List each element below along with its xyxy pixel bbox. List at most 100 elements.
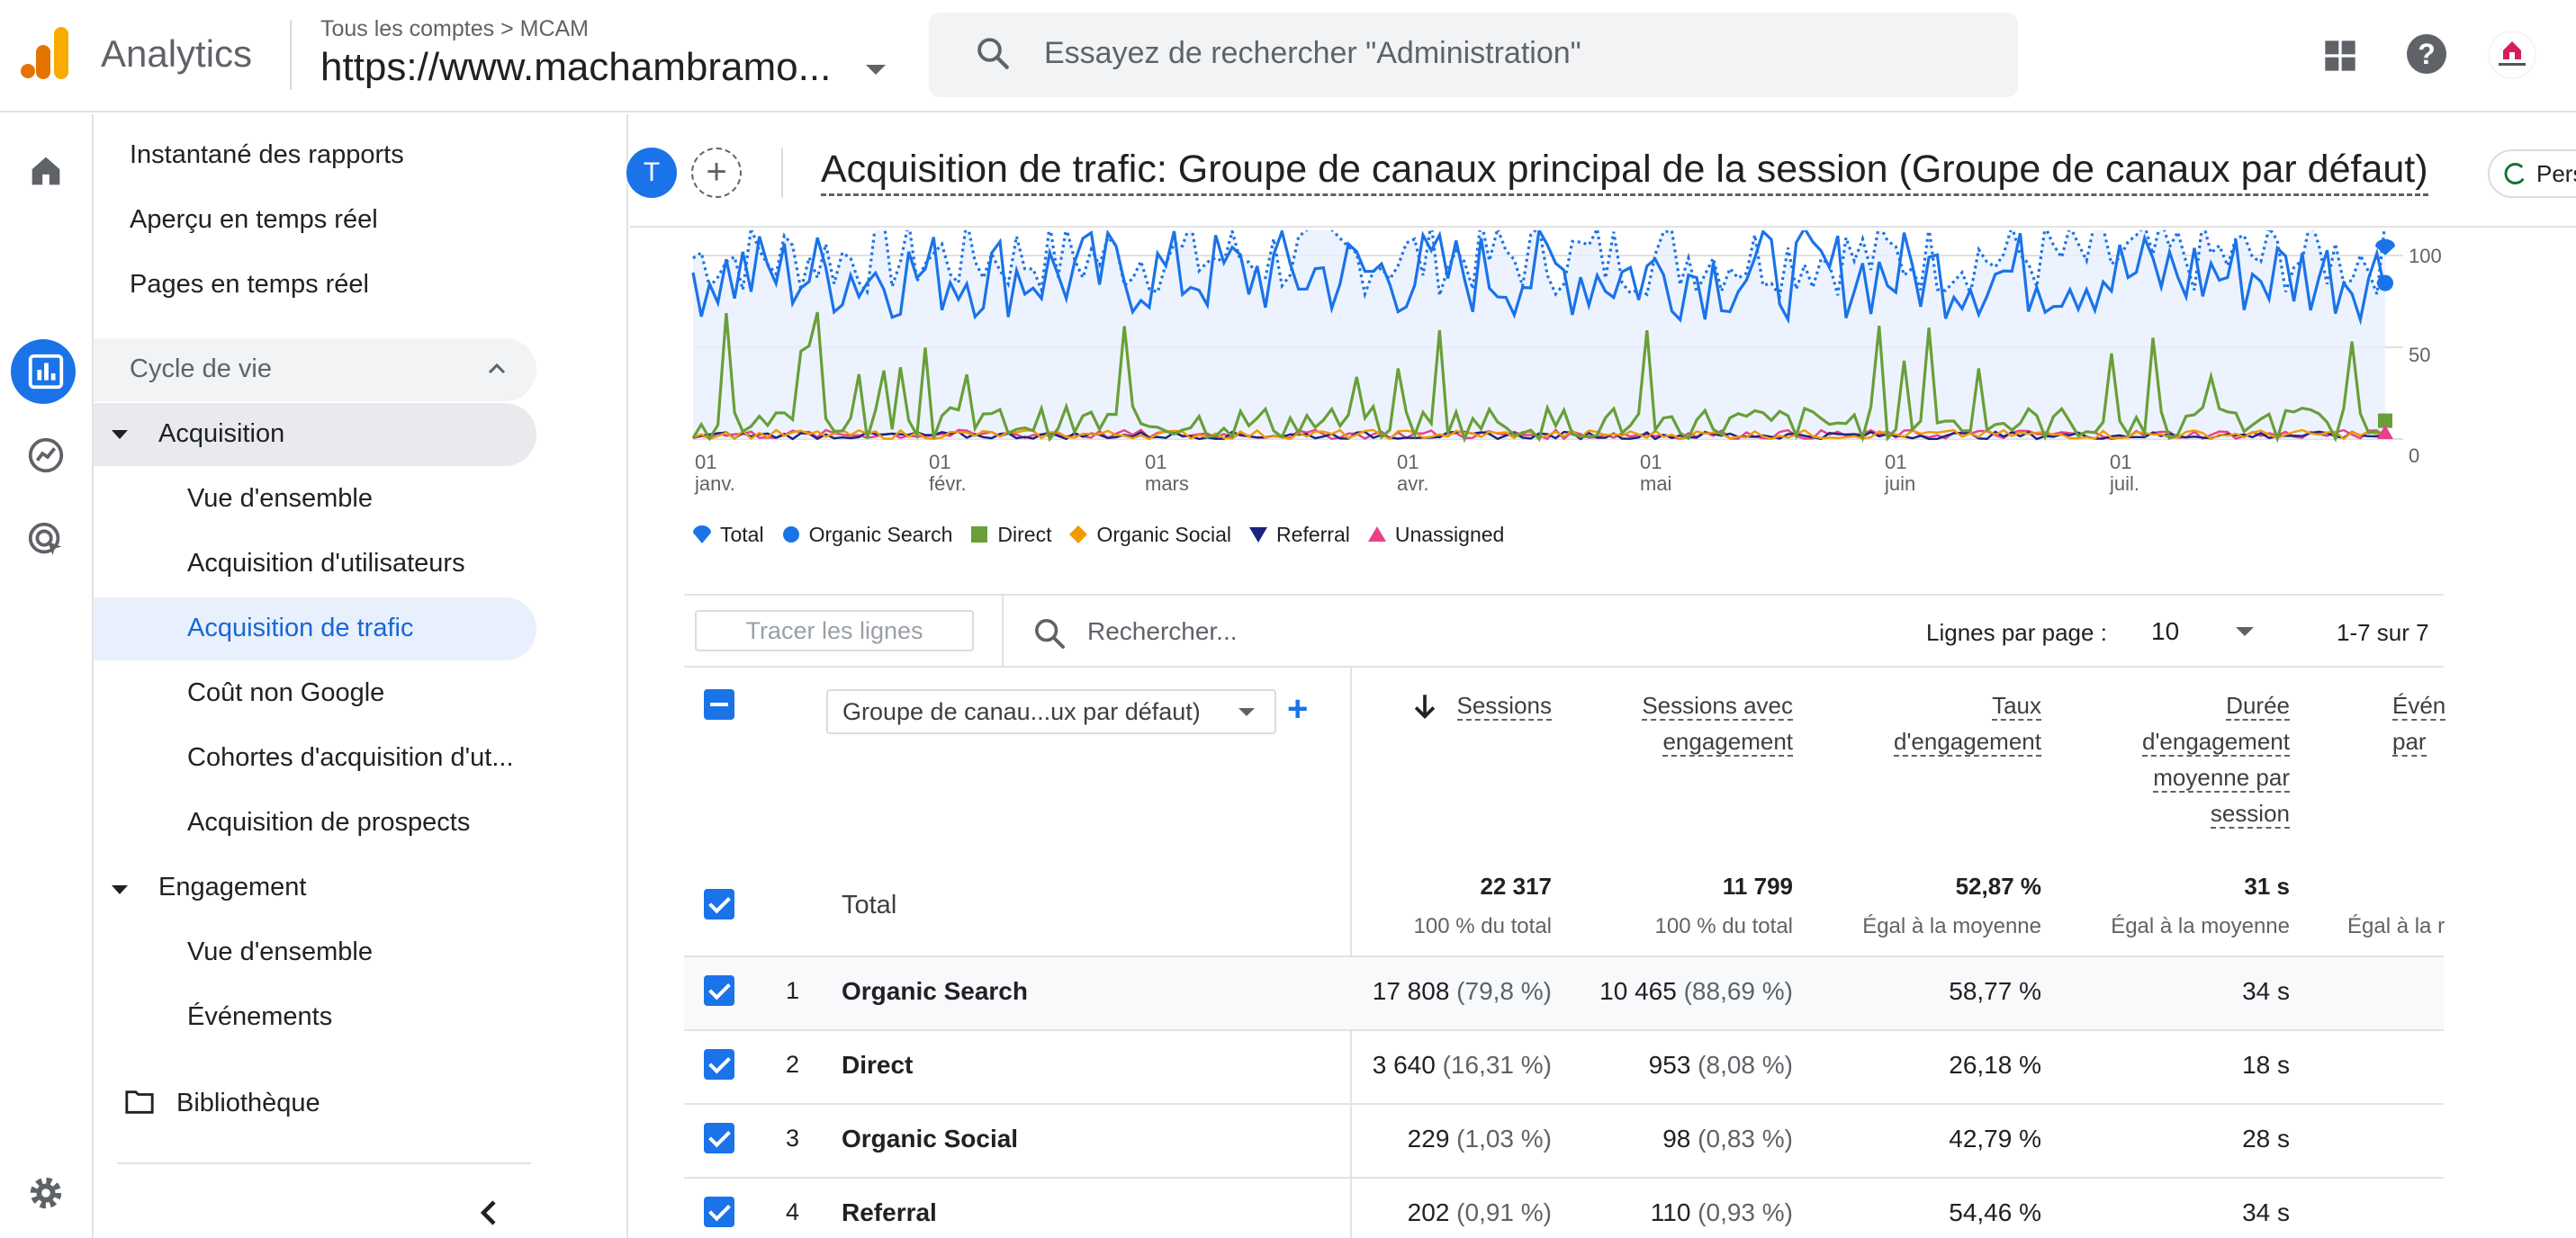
caret-down-icon[interactable] <box>112 885 128 894</box>
row-channel-name[interactable]: Organic Search <box>842 977 1028 1005</box>
nav-item-realtime-overview[interactable]: Aperçu en temps réel <box>130 205 378 234</box>
nav-section-acquisition[interactable] <box>94 403 536 466</box>
column-header-label[interactable]: Sessions <box>1456 692 1552 721</box>
direct-end-marker[interactable] <box>2378 413 2392 428</box>
plot-rows-button[interactable]: Tracer les lignes <box>695 610 974 651</box>
explore-icon[interactable] <box>25 435 67 476</box>
nav-item-non-google-cost[interactable]: Coût non Google <box>187 678 385 707</box>
column-header-label[interactable]: session <box>2210 800 2290 829</box>
customize-report-button[interactable]: Perso <box>2488 149 2576 198</box>
column-header-label[interactable]: moyenne par <box>2153 764 2290 793</box>
cell-sessions-pct: (16,31 %) <box>1442 1051 1552 1079</box>
cell-engaged-pct: (0,83 %) <box>1698 1125 1793 1153</box>
chevron-down-icon[interactable] <box>1238 708 1255 716</box>
chevron-up-icon[interactable] <box>486 360 508 376</box>
nav-item-lead-acquisition[interactable]: Acquisition de prospects <box>187 808 471 837</box>
cell-engaged-pct: (8,08 %) <box>1698 1051 1793 1079</box>
comparison-avatar[interactable]: T <box>626 148 677 198</box>
column-header-avg-engagement-time[interactable]: Durée d'engagement moyenne par session <box>2142 687 2290 831</box>
unassigned-end-marker[interactable] <box>2377 425 2393 439</box>
settings-icon[interactable] <box>25 1172 67 1214</box>
apps-icon[interactable] <box>2322 38 2358 74</box>
column-header-engagement-rate[interactable]: Taux d'engagement <box>1894 687 2041 759</box>
page-title[interactable]: Acquisition de trafic: Groupe de canaux … <box>821 148 2428 196</box>
cell-engagement-rate: 26,18 % <box>1949 1051 2041 1079</box>
legend-item[interactable]: Referral <box>1247 523 1350 547</box>
organic-search-end-marker[interactable] <box>2377 274 2393 292</box>
cell-engaged-pct: (0,93 %) <box>1698 1198 1793 1226</box>
nav-item-acquisition-cohorts[interactable]: Cohortes d'acquisition d'ut... <box>187 743 514 772</box>
row-checkbox[interactable] <box>704 1049 734 1080</box>
row-channel-name[interactable]: Organic Social <box>842 1125 1019 1153</box>
search-input[interactable] <box>929 13 2018 97</box>
nav-item-engagement-overview[interactable]: Vue d'ensemble <box>187 937 373 966</box>
series-line-organic-search[interactable] <box>691 230 2387 326</box>
legend-item[interactable]: Total <box>691 523 764 547</box>
series-line-direct[interactable] <box>691 311 2386 444</box>
column-header-label[interactable]: Taux <box>1992 692 2041 721</box>
nav-section-lifecycle[interactable] <box>94 338 536 401</box>
nav-acquisition-label[interactable]: Acquisition <box>158 419 285 448</box>
nav-lifecycle-label[interactable]: Cycle de vie <box>130 354 272 383</box>
total-engaged-sub: 100 % du total <box>1654 914 1793 938</box>
column-header-label[interactable]: Durée <box>2226 692 2290 721</box>
search-placeholder[interactable]: Essayez de rechercher "Administration" <box>1044 36 1581 70</box>
property-selector[interactable]: https://www.machambramo... <box>320 45 832 89</box>
chevron-down-icon[interactable] <box>2236 627 2254 636</box>
reports-icon[interactable] <box>25 351 67 392</box>
row-number: 4 <box>785 1198 799 1225</box>
rows-per-page-label: Lignes par page : <box>1926 619 2107 646</box>
row-checkbox[interactable] <box>704 1197 734 1227</box>
nav-item-snapshot[interactable]: Instantané des rapports <box>130 140 404 169</box>
column-header-engaged-sessions[interactable]: Sessions avec engagement <box>1642 687 1793 759</box>
column-header-events-per-session[interactable]: Évén par <box>2392 687 2446 759</box>
account-avatar[interactable] <box>2488 31 2536 79</box>
legend-item[interactable]: Organic Search <box>780 523 952 547</box>
dimension-selector[interactable]: Groupe de canau...ux par défaut) <box>826 689 1276 734</box>
x-tick-label: 01 avr. <box>1397 451 1429 495</box>
nav-item-traffic-acquisition[interactable]: Acquisition de trafic <box>187 614 414 642</box>
column-header-label[interactable]: engagement <box>1662 728 1793 757</box>
column-header-label[interactable]: Évén <box>2392 692 2446 721</box>
nav-item-realtime-pages[interactable]: Pages en temps réel <box>130 270 369 299</box>
legend-item[interactable]: Unassigned <box>1366 523 1504 547</box>
caret-down-icon[interactable] <box>112 430 128 439</box>
account-breadcrumb[interactable]: Tous les comptes > MCAM <box>320 16 590 41</box>
analytics-logo-icon[interactable] <box>20 27 70 81</box>
column-header-sessions[interactable]: Sessions <box>1456 687 1552 723</box>
advertising-icon[interactable] <box>25 519 67 561</box>
row-checkbox[interactable] <box>704 1123 734 1153</box>
column-header-label[interactable]: par <box>2392 728 2427 757</box>
column-header-label[interactable]: Sessions avec <box>1642 692 1793 721</box>
legend-item[interactable]: Organic Social <box>1067 523 1231 547</box>
row-checkbox[interactable] <box>704 975 734 1006</box>
legend-item[interactable]: Direct <box>968 523 1051 547</box>
nav-engagement-label[interactable]: Engagement <box>158 873 307 902</box>
sort-descending-icon[interactable] <box>1411 691 1438 722</box>
column-header-label[interactable]: d'engagement <box>1894 728 2041 757</box>
cell-avg-engagement-time: 28 s <box>2242 1125 2290 1153</box>
cell-sessions-pct: (1,03 %) <box>1456 1125 1552 1153</box>
table-search-input[interactable]: Rechercher... <box>1087 617 1238 645</box>
column-header-label[interactable]: d'engagement <box>2142 728 2290 757</box>
total-row-checkbox[interactable] <box>704 889 734 920</box>
add-comparison-button[interactable]: + <box>691 148 742 198</box>
add-dimension-button[interactable]: + <box>1287 689 1309 729</box>
nav-item-acq-overview[interactable]: Vue d'ensemble <box>187 484 373 513</box>
chart-lines <box>691 230 2387 444</box>
left-rail <box>0 114 94 1238</box>
nav-item-user-acquisition[interactable]: Acquisition d'utilisateurs <box>187 549 465 578</box>
row-channel-name[interactable]: Direct <box>842 1051 914 1079</box>
collapse-nav-icon[interactable] <box>475 1197 502 1229</box>
nav-item-events[interactable]: Événements <box>187 1002 333 1031</box>
select-all-checkbox[interactable] <box>704 689 734 720</box>
row-channel-name[interactable]: Referral <box>842 1198 937 1226</box>
help-icon[interactable]: ? <box>2407 34 2446 74</box>
report-title-bar <box>630 114 2576 228</box>
rows-per-page-select[interactable]: 10 <box>2151 617 2180 645</box>
home-icon[interactable] <box>25 150 67 192</box>
x-tick-label: 01 févr. <box>929 451 967 495</box>
nav-item-library[interactable]: Bibliothèque <box>176 1089 320 1117</box>
total-end-marker[interactable] <box>2375 238 2395 256</box>
chevron-down-icon[interactable] <box>866 65 886 75</box>
